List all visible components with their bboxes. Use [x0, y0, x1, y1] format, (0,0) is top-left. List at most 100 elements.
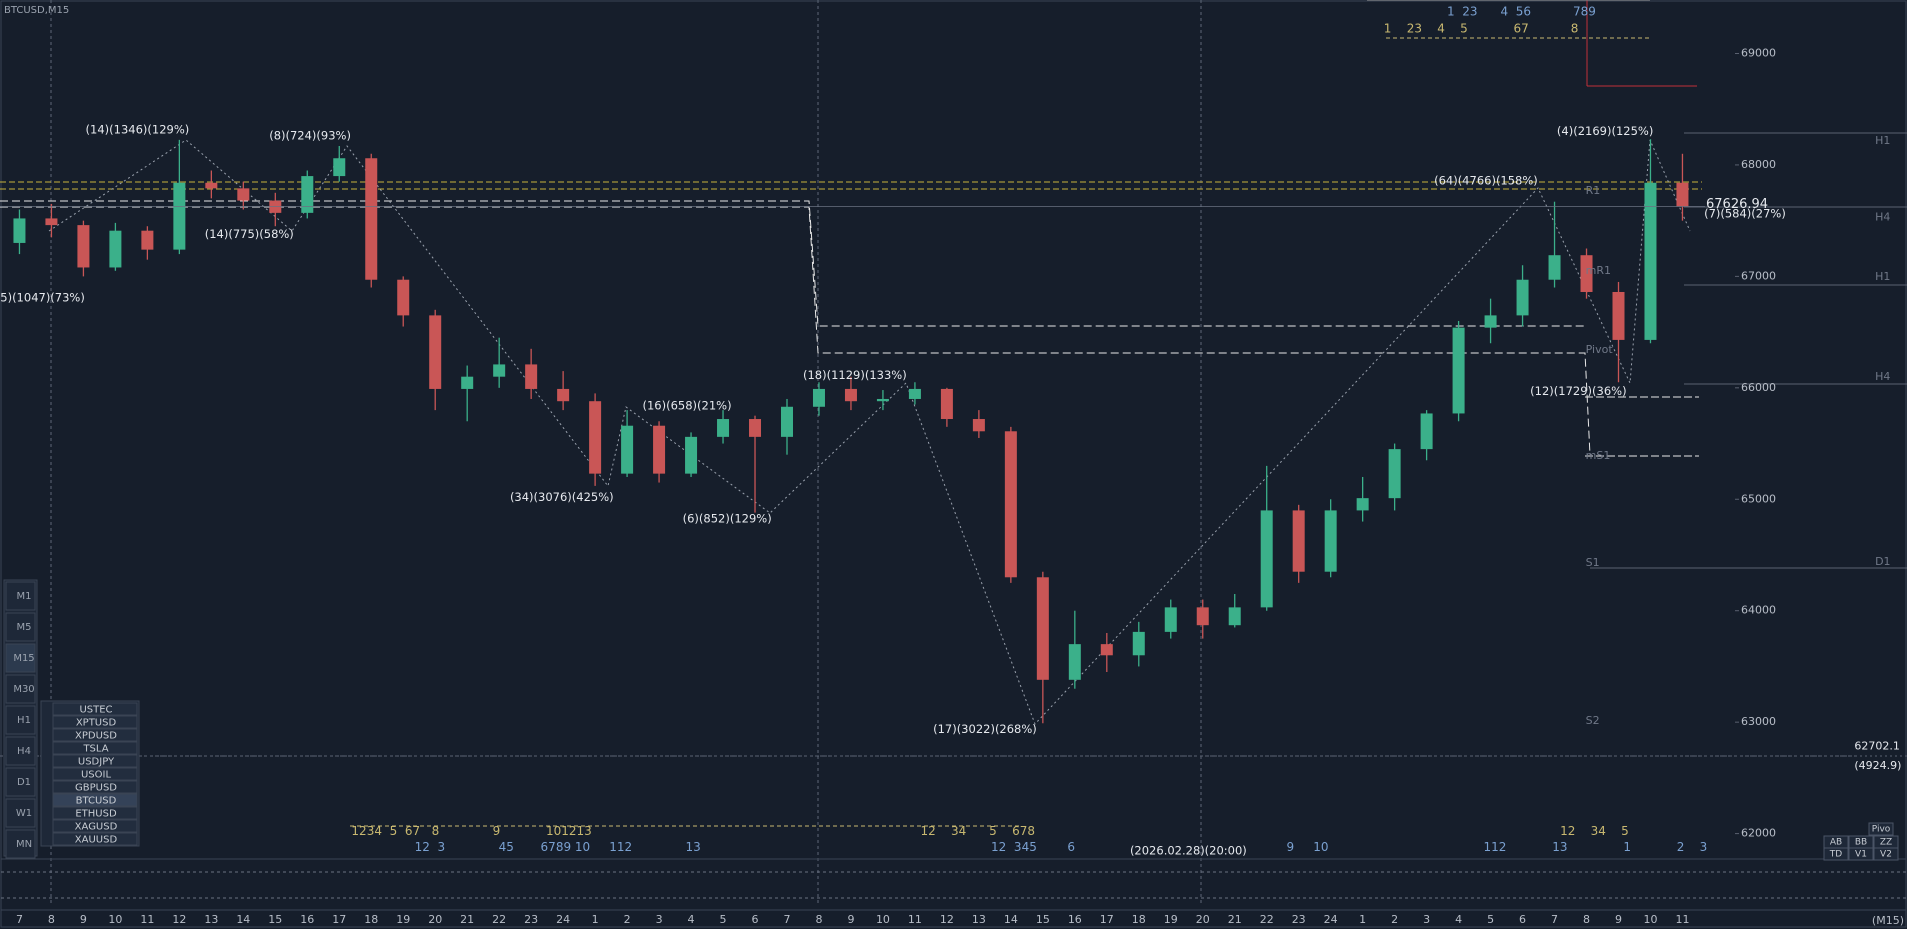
timeframe-label[interactable]: M5	[17, 622, 32, 633]
x-tick-label: 10	[1643, 913, 1657, 926]
timeframe-button[interactable]	[5, 674, 36, 704]
x-tick-label: 13	[204, 913, 218, 926]
symbol-label[interactable]: ETHUSD	[75, 809, 117, 820]
timeframe-button[interactable]	[5, 705, 36, 735]
candle-body	[13, 218, 26, 243]
x-tick-label: 16	[1068, 913, 1082, 926]
timeframe-button[interactable]	[5, 581, 36, 611]
x-tick-label: 6	[1519, 913, 1526, 926]
symbol-button[interactable]	[52, 832, 138, 846]
x-tick-label: 20	[1196, 913, 1210, 926]
candle-body	[653, 425, 666, 474]
x-tick-label: 19	[396, 913, 410, 926]
toolbar: Pivo AB BB ZZ TD V1 V2	[1823, 822, 1899, 861]
symbol-label[interactable]: USOIL	[81, 770, 111, 781]
toolbar-label[interactable]: BB	[1855, 838, 1867, 848]
timeframe-button[interactable]	[5, 829, 36, 859]
toolbar-label[interactable]: Pivo	[1872, 825, 1891, 835]
x-tick-label: 9	[1615, 913, 1622, 926]
zigzag-label: (7)(584)(27%)	[1704, 207, 1786, 221]
candle-body	[205, 182, 218, 189]
timeframe-panel: M1 M5 M15 M30 H1 H4 D1 W1 MN	[3, 579, 38, 859]
toolbar-label[interactable]: AB	[1830, 838, 1842, 848]
level-label: R1	[1586, 184, 1601, 197]
symbol-button[interactable]	[52, 728, 138, 742]
wave-label: 1 2 3	[1623, 840, 1707, 854]
x-tick-label: 11	[1675, 913, 1689, 926]
timeframe-button[interactable]	[5, 643, 36, 673]
symbol-button[interactable]	[52, 793, 138, 807]
timeframe-label[interactable]: MN	[16, 839, 32, 850]
x-tick-label: 2	[624, 913, 631, 926]
x-tick-label: 7	[16, 913, 23, 926]
candle-body	[141, 230, 154, 250]
toolbar-button[interactable]	[1823, 847, 1849, 861]
timeframe-label[interactable]: D1	[17, 777, 31, 788]
x-tick-label: 9	[847, 913, 854, 926]
symbol-label[interactable]: USTEC	[79, 705, 112, 716]
candle-body	[173, 182, 186, 250]
toolbar-button[interactable]	[1868, 822, 1894, 836]
symbol-button[interactable]	[52, 780, 138, 794]
candle-body	[333, 158, 346, 177]
candle-body	[557, 388, 570, 402]
x-tick-label: 6	[752, 913, 759, 926]
symbol-label[interactable]: USDJPY	[78, 757, 115, 768]
level-label: 62702.1	[1854, 740, 1900, 753]
timeframe-label[interactable]: W1	[16, 808, 32, 819]
timeframe-label[interactable]: M1	[17, 591, 32, 602]
symbol-button[interactable]	[52, 702, 138, 716]
timeframe-button[interactable]	[5, 736, 36, 766]
box-line	[0, 206, 1591, 456]
wave-label: 1 23 4 56 789	[1447, 5, 1596, 19]
symbol-button[interactable]	[52, 806, 138, 820]
symbol-label[interactable]: XAUUSD	[75, 835, 118, 846]
symbol-button[interactable]	[52, 754, 138, 768]
candle-body	[685, 436, 698, 474]
timeframe-label[interactable]: M30	[13, 684, 34, 695]
x-tick-label: 3	[656, 913, 663, 926]
symbol-label[interactable]: GBPUSD	[75, 783, 117, 794]
toolbar-button[interactable]	[1873, 847, 1899, 861]
toolbar-button[interactable]	[1848, 847, 1874, 861]
toolbar-label[interactable]: TD	[1829, 850, 1842, 860]
last-price: 67626.94	[1706, 197, 1768, 212]
candle-body	[812, 388, 825, 407]
timeframe-button[interactable]	[5, 612, 36, 642]
symbol-label[interactable]: XAGUSD	[75, 822, 118, 833]
x-tick-label: 18	[1132, 913, 1146, 926]
candle-body	[109, 230, 122, 268]
timeframe-label[interactable]: H1	[17, 715, 31, 726]
x-tick-label: 12	[940, 913, 954, 926]
candle-body	[397, 279, 410, 316]
symbol-label[interactable]: XPTUSD	[76, 718, 117, 729]
candle-body	[1644, 182, 1657, 340]
sub-window	[0, 858, 1907, 911]
x-tick-label: 17	[1100, 913, 1114, 926]
x-tick-label: 19	[1164, 913, 1178, 926]
symbol-button[interactable]	[52, 819, 138, 833]
candle-body	[1004, 431, 1017, 578]
zigzag-label: (14)(775)(58%)	[205, 227, 294, 241]
x-tick-label: 14	[1004, 913, 1018, 926]
zigzag-label: (8)(724)(93%)	[269, 129, 351, 143]
symbol-label[interactable]: BTCUSD	[76, 796, 117, 807]
timeframe-label[interactable]: H4	[17, 746, 31, 757]
symbol-button[interactable]	[52, 741, 138, 755]
toolbar-label[interactable]: ZZ	[1880, 838, 1892, 848]
timeframe-button[interactable]	[5, 767, 36, 797]
timeframe-button[interactable]	[5, 798, 36, 828]
toolbar-label[interactable]: V2	[1880, 850, 1892, 860]
candles	[13, 139, 1689, 724]
symbol-label[interactable]: TSLA	[82, 744, 108, 755]
symbol-button[interactable]	[52, 715, 138, 729]
toolbar-label[interactable]: V1	[1855, 850, 1867, 860]
timeframe-label[interactable]: M15	[13, 653, 34, 664]
zigzag-label: (6)(852)(129%)	[683, 512, 772, 526]
y-tick-label: 68000	[1741, 158, 1776, 171]
symbol-button[interactable]	[52, 767, 138, 781]
x-tick-label: 11	[140, 913, 154, 926]
symbol-label[interactable]: XPDUSD	[75, 731, 117, 742]
